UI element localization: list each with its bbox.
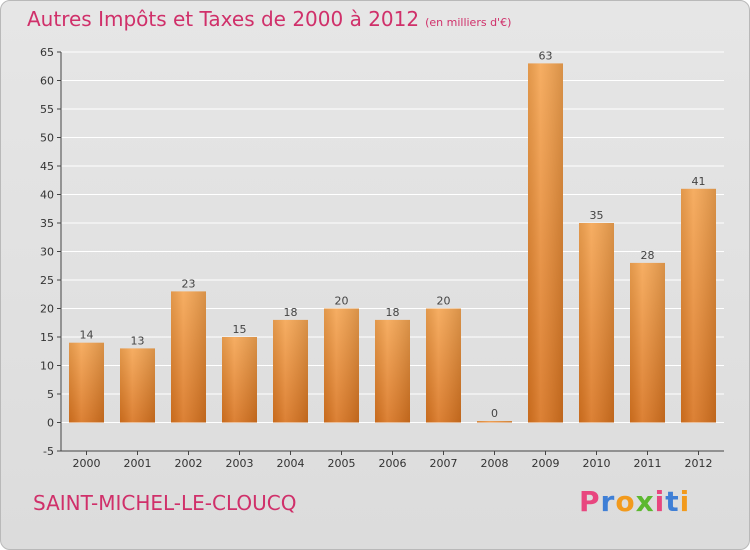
chart-title-text: Autres Impôts et Taxes de 2000 à 2012 <box>27 7 420 31</box>
x-tick-label: 2011 <box>634 457 662 470</box>
x-tick-label: 2002 <box>175 457 203 470</box>
data-label: 35 <box>590 209 604 222</box>
logo-letter: i <box>654 485 666 518</box>
data-label: 18 <box>284 306 298 319</box>
proxiti-logo: Proxiti <box>579 485 690 518</box>
x-tick-label: 2007 <box>430 457 458 470</box>
logo-letter: o <box>615 485 636 518</box>
bar-shade <box>579 223 614 423</box>
bar-shade <box>273 319 308 423</box>
data-label: 20 <box>437 295 451 308</box>
bar-shade <box>120 348 155 423</box>
data-label: 0 <box>491 407 498 420</box>
data-label: 41 <box>692 175 706 188</box>
x-tick-label: 2003 <box>226 457 254 470</box>
y-tick-label: 35 <box>40 217 54 230</box>
x-tick-label: 2004 <box>277 457 305 470</box>
data-label: 63 <box>539 49 553 62</box>
y-tick-label: 55 <box>40 103 54 116</box>
data-label: 13 <box>131 334 145 347</box>
y-tick-label: 45 <box>40 160 54 173</box>
y-tick-label: 65 <box>40 46 54 59</box>
y-tick-label: 60 <box>40 75 54 88</box>
y-tick-label: 30 <box>40 246 54 259</box>
logo-letter: t <box>665 485 680 518</box>
chart-subtitle: (en milliers d'€) <box>425 16 512 29</box>
x-tick-label: 2006 <box>379 457 407 470</box>
bar-shade <box>426 308 461 423</box>
logo-letter: i <box>679 485 691 518</box>
data-label: 20 <box>335 295 349 308</box>
bar-shade <box>630 262 665 423</box>
bar-shade <box>681 188 716 423</box>
y-tick-label: 0 <box>47 417 54 430</box>
bar-shade <box>528 63 563 423</box>
logo-letter: P <box>579 485 601 518</box>
data-label: 28 <box>641 249 655 262</box>
data-label: 23 <box>182 277 196 290</box>
data-label: 14 <box>80 329 94 342</box>
x-tick-label: 2005 <box>328 457 356 470</box>
x-tick-label: 2008 <box>481 457 509 470</box>
bar-shade <box>171 291 206 423</box>
y-tick-label: 10 <box>40 360 54 373</box>
bar-shade <box>324 308 359 423</box>
y-tick-label: 20 <box>40 303 54 316</box>
bar-shade <box>477 421 512 423</box>
bar-shade <box>222 337 257 423</box>
data-label: 15 <box>233 323 247 336</box>
y-tick-label: 25 <box>40 274 54 287</box>
bar-shade <box>69 342 104 423</box>
logo-letter: r <box>600 485 616 518</box>
x-tick-label: 2009 <box>532 457 560 470</box>
x-tick-label: 2012 <box>685 457 713 470</box>
y-tick-label: 15 <box>40 331 54 344</box>
y-tick-label: 40 <box>40 189 54 202</box>
x-tick-label: 2000 <box>73 457 101 470</box>
logo-letter: x <box>635 485 655 518</box>
y-tick-label: 50 <box>40 132 54 145</box>
chart-title: Autres Impôts et Taxes de 2000 à 2012 (en… <box>27 7 511 31</box>
data-label: 18 <box>386 306 400 319</box>
y-tick-label: -5 <box>43 445 54 458</box>
x-tick-label: 2010 <box>583 457 611 470</box>
commune-name: SAINT-MICHEL-LE-CLOUCQ <box>33 491 297 515</box>
y-tick-label: 5 <box>47 388 54 401</box>
x-tick-label: 2001 <box>124 457 152 470</box>
bar-shade <box>375 319 410 423</box>
